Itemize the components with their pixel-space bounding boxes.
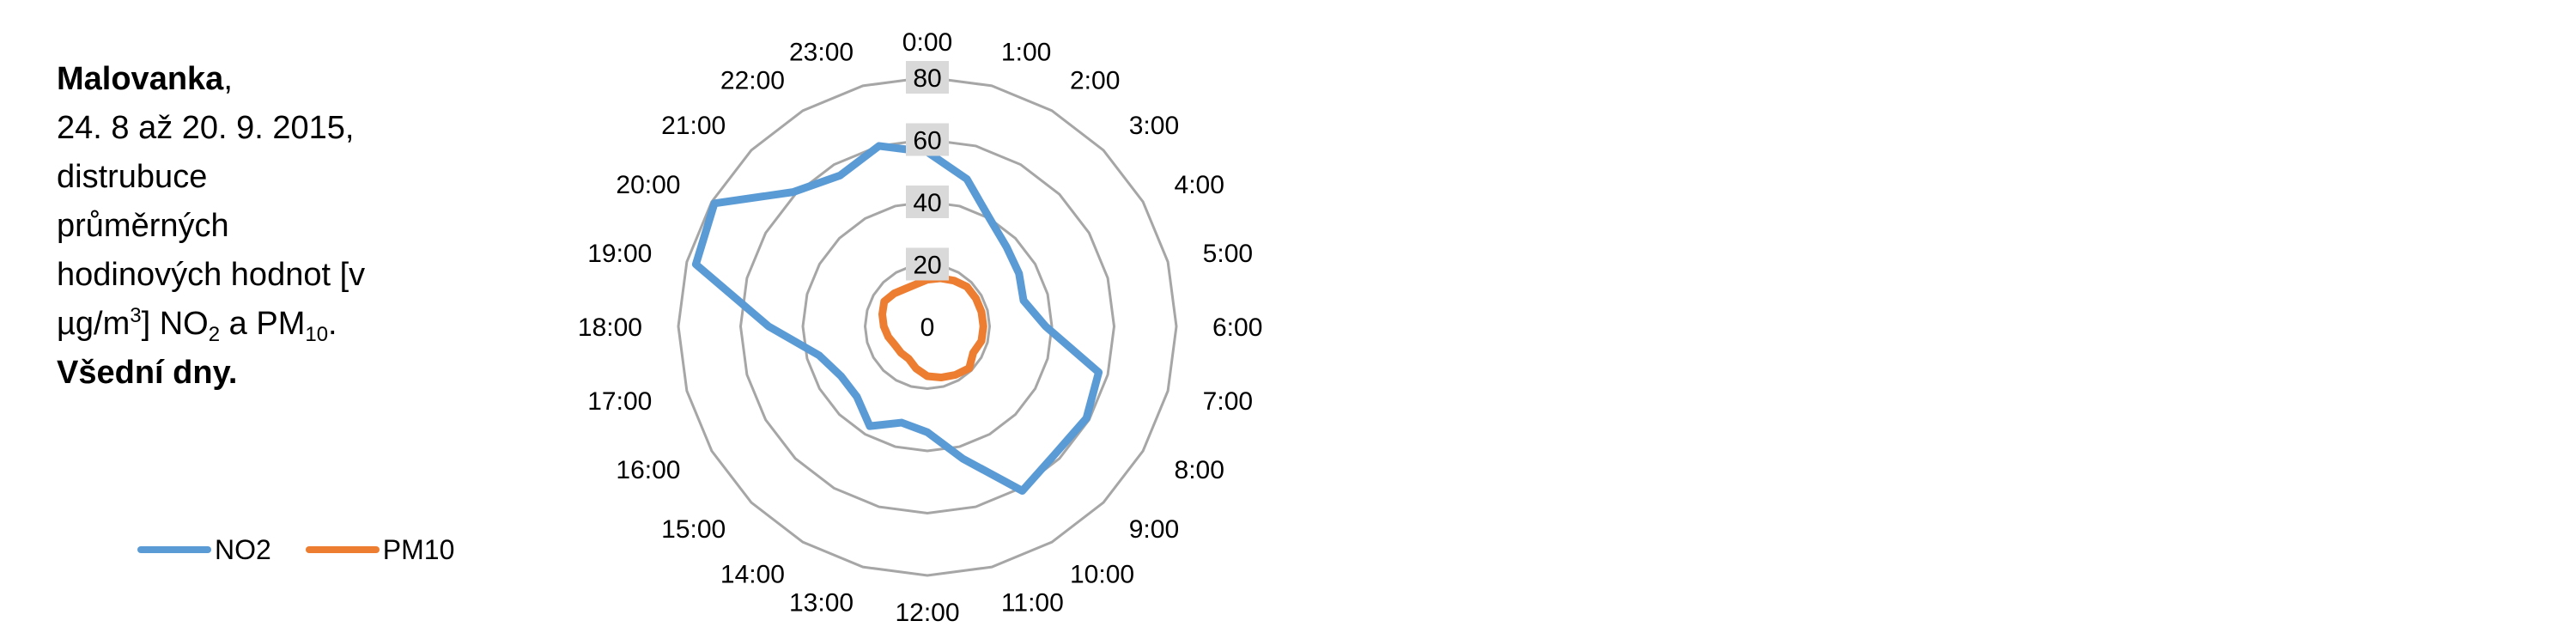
caption-date-range: 24. 8 až 20. 9. 2015, <box>57 110 355 146</box>
category-label-1-00: 1:00 <box>1001 38 1051 66</box>
radial-tick-bg-60 <box>906 123 949 156</box>
caption-comma: , <box>223 61 233 97</box>
caption-line-3: distrubuce <box>57 159 208 195</box>
radial-tick-label-0: 0 <box>920 313 935 342</box>
category-label-19-00: 19:00 <box>587 240 652 268</box>
radial-tick-label-20: 20 <box>913 252 941 280</box>
caption-units-line: µg/m3] NO2 a PM10. <box>57 300 460 349</box>
category-label-9-00: 9:00 <box>1129 515 1179 544</box>
category-label-20-00: 20:00 <box>616 171 680 199</box>
caption-unit-sup: 3 <box>130 304 142 327</box>
legend-swatch-pm10 <box>305 546 380 553</box>
chart-caption: Malovanka, 24. 8 až 20. 9. 2015, distrub… <box>57 55 460 398</box>
chart-legend: NO2 PM10 <box>137 531 489 569</box>
category-label-3-00: 3:00 <box>1129 112 1179 140</box>
legend-label-pm10: PM10 <box>382 533 455 565</box>
radial-tick-bg-80 <box>906 61 949 94</box>
radial-tick-bg-20 <box>906 247 949 281</box>
category-label-4-00: 4:00 <box>1175 171 1224 199</box>
grid-ring-20 <box>863 262 992 391</box>
legend-item-pm10: PM10 <box>305 533 455 566</box>
category-label-2-00: 2:00 <box>1070 66 1120 94</box>
caption-title-line: Malovanka, <box>57 55 460 104</box>
grid-ring-80 <box>677 76 1178 577</box>
category-label-10-00: 10:00 <box>1070 561 1134 589</box>
category-label-14-00: 14:00 <box>720 561 785 589</box>
caption-pm-sub: 10 <box>305 323 329 346</box>
series-line-no2 <box>691 142 1103 495</box>
category-label-5-00: 5:00 <box>1203 240 1253 268</box>
caption-no2-sub: 2 <box>208 323 221 346</box>
caption-weekdays: Všední dny. <box>57 355 238 391</box>
radar-series <box>691 142 1103 495</box>
radial-tick-label-80: 80 <box>913 64 941 93</box>
category-label-11-00: 11:00 <box>1001 589 1064 618</box>
category-label-17-00: 17:00 <box>587 387 652 416</box>
radar-labels: 0 20 40 60 80 1:00 2:00 3:00 4:00 5:00 6:00 7:00 8:0… <box>578 28 1262 627</box>
caption-location: Malovanka <box>57 61 224 97</box>
radial-tick-label-40: 40 <box>913 189 941 217</box>
caption-unit: µg/m <box>57 306 131 342</box>
category-label-8-00: 8:00 <box>1175 456 1224 484</box>
category-label-23-00: 23:00 <box>789 38 854 66</box>
caption-line-4: průměrných <box>57 208 229 244</box>
radial-tick-bg-40 <box>906 186 949 218</box>
caption-pm: a PM <box>220 306 306 342</box>
category-label-13-00: 13:00 <box>789 589 854 618</box>
legend-item-no2: NO2 <box>137 534 271 566</box>
category-label-7-00: 7:00 <box>1203 387 1253 416</box>
legend-swatch-no2 <box>137 546 211 553</box>
radial-tick-label-60: 60 <box>913 127 941 155</box>
category-label-22-00: 22:00 <box>720 66 785 94</box>
category-label-21-00: 21:00 <box>661 112 726 140</box>
category-label-15-00: 15:00 <box>661 515 726 544</box>
category-label-6-00: 6:00 <box>1212 313 1262 342</box>
grid-ring-40 <box>801 200 1054 453</box>
category-label-18-00: 18:00 <box>578 313 642 342</box>
caption-no2: ] NO <box>141 306 209 342</box>
caption-period: . <box>328 306 337 342</box>
caption-line-5: hodinových hodnot [v <box>57 257 366 293</box>
series-line-pm10 <box>878 274 987 382</box>
category-label-16-00: 16:00 <box>616 456 680 484</box>
legend-label-no2: NO2 <box>215 533 271 565</box>
category-label-0-00: 0:00 <box>902 28 952 57</box>
category-label-12-00: 12:00 <box>895 599 959 627</box>
